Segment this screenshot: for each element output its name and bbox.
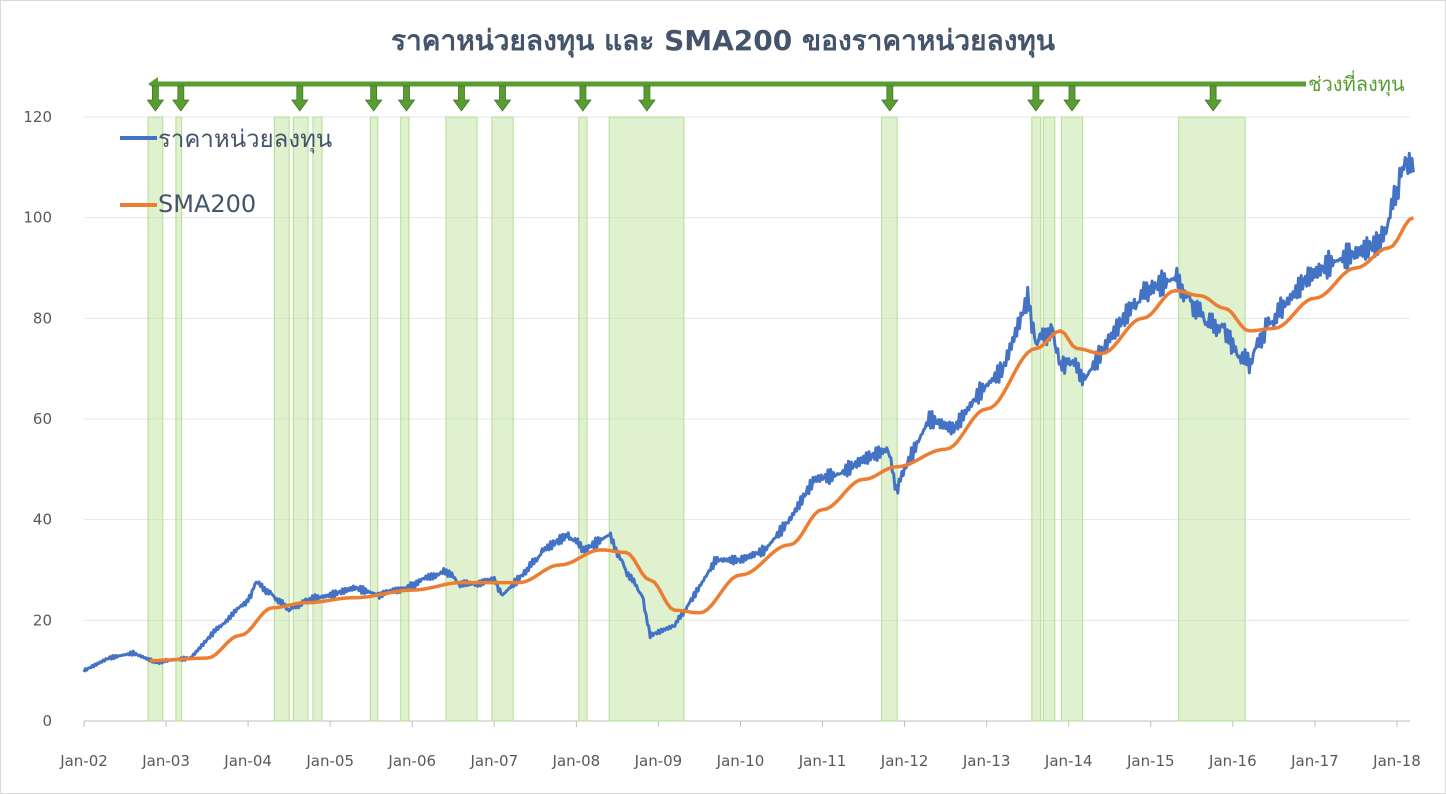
arrow-down-icon (881, 85, 899, 112)
x-tick-label: Jan-06 (387, 752, 436, 770)
series-line-price (82, 151, 1415, 673)
investment-period-shade (312, 116, 323, 722)
investment-period-shade (445, 116, 478, 722)
x-tick-label: Jan-08 (552, 752, 601, 770)
y-tick-label: 0 (42, 712, 52, 730)
x-tick-label: Jan-11 (798, 752, 847, 770)
x-tick-label: Jan-10 (716, 752, 765, 770)
arrow-down-icon (1063, 85, 1081, 112)
investment-period-shade (1178, 116, 1246, 722)
arrow-down-icon (397, 85, 416, 112)
x-tick-label: Jan-09 (634, 752, 683, 770)
arrow-down-icon (1027, 85, 1045, 112)
arrow-down-icon (291, 85, 309, 112)
investment-period-shade (273, 116, 290, 722)
x-tick-label: Jan-16 (1208, 752, 1257, 770)
investment-period-shade (608, 116, 685, 722)
annotation-label: ช่วงที่ลงทุน (1308, 70, 1405, 97)
legend-label-price: ราคาหน่วยลงทุน (158, 125, 332, 154)
y-tick-label: 80 (33, 309, 52, 327)
y-tick-label: 40 (33, 511, 52, 529)
investment-period-shade (1031, 116, 1042, 722)
chart-title: ราคาหน่วยลงทุน และ SMA200 ของราคาหน่วยลง… (391, 24, 1055, 58)
x-tick-label: Jan-05 (305, 752, 354, 770)
investment-period-shade (400, 116, 410, 722)
investment-period-shade (147, 116, 164, 722)
y-tick-label: 20 (33, 611, 52, 629)
investment-period-shade (491, 116, 514, 722)
legend: ราคาหน่วยลงทุน SMA200 (120, 125, 332, 218)
investment-period-shade (881, 116, 898, 722)
investment-period-shade (292, 116, 309, 722)
arrow-down-icon (1204, 85, 1222, 112)
x-tick-label: Jan-13 (962, 752, 1011, 770)
investment-period-shade (369, 116, 379, 722)
x-tick-label: Jan-17 (1290, 752, 1339, 770)
x-tick-label: Jan-15 (1126, 752, 1175, 770)
series-line-sma200 (149, 216, 1415, 663)
x-tick-label: Jan-03 (141, 752, 190, 770)
arrow-down-icon (146, 85, 165, 112)
arrow-down-icon (452, 85, 471, 112)
x-tick-label: Jan-14 (1044, 752, 1093, 770)
legend-label-sma200: SMA200 (158, 190, 256, 218)
arrow-down-icon (493, 85, 512, 112)
x-tick-label: Jan-12 (880, 752, 929, 770)
arrow-down-icon (574, 85, 592, 112)
x-tick-label: Jan-18 (1372, 752, 1421, 770)
x-tick-label: Jan-02 (59, 752, 108, 770)
x-tick-label: Jan-04 (223, 752, 272, 770)
arrow-down-icon (172, 85, 190, 112)
y-tick-label: 60 (33, 410, 52, 428)
y-tick-label: 120 (23, 108, 52, 126)
investment-period-shade (175, 116, 183, 722)
investment-period-shade (1060, 116, 1084, 722)
investment-period-shade (578, 116, 588, 722)
arrow-down-icon (638, 85, 656, 112)
y-tick-label: 100 (23, 209, 52, 227)
arrow-down-icon (364, 85, 383, 112)
x-tick-label: Jan-07 (469, 752, 518, 770)
investment-period-shade (1042, 116, 1056, 722)
